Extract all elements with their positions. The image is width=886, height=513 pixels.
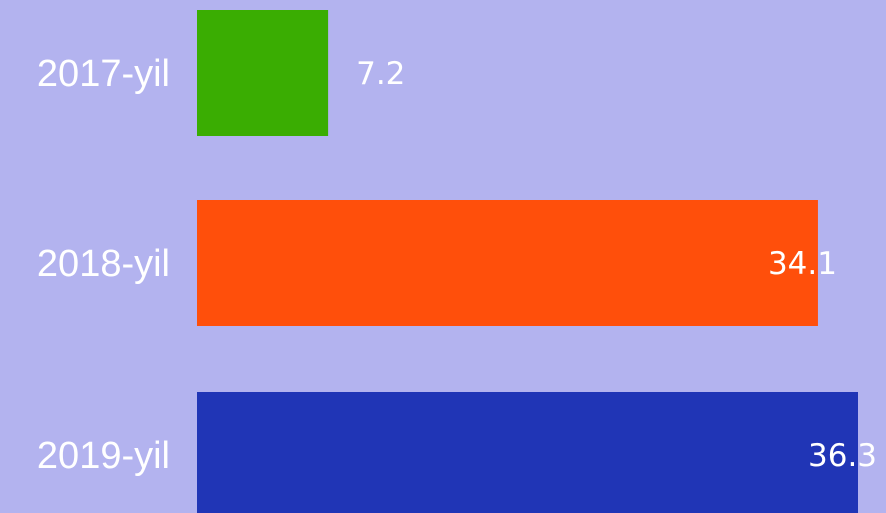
category-label-2018-yil: 2018-yil bbox=[37, 243, 170, 285]
category-label-2019-yil: 2019-yil bbox=[37, 435, 170, 477]
category-label-2017-yil: 2017-yil bbox=[37, 53, 170, 95]
value-label-2018-yil: 34.1 bbox=[768, 246, 837, 282]
value-label-2017-yil: 7.2 bbox=[356, 56, 405, 92]
bar-2018-yil bbox=[197, 200, 818, 326]
value-label-2019-yil: 36.3 bbox=[808, 438, 877, 474]
bar-2017-yil bbox=[197, 10, 329, 136]
bar-2019-yil bbox=[197, 392, 858, 513]
